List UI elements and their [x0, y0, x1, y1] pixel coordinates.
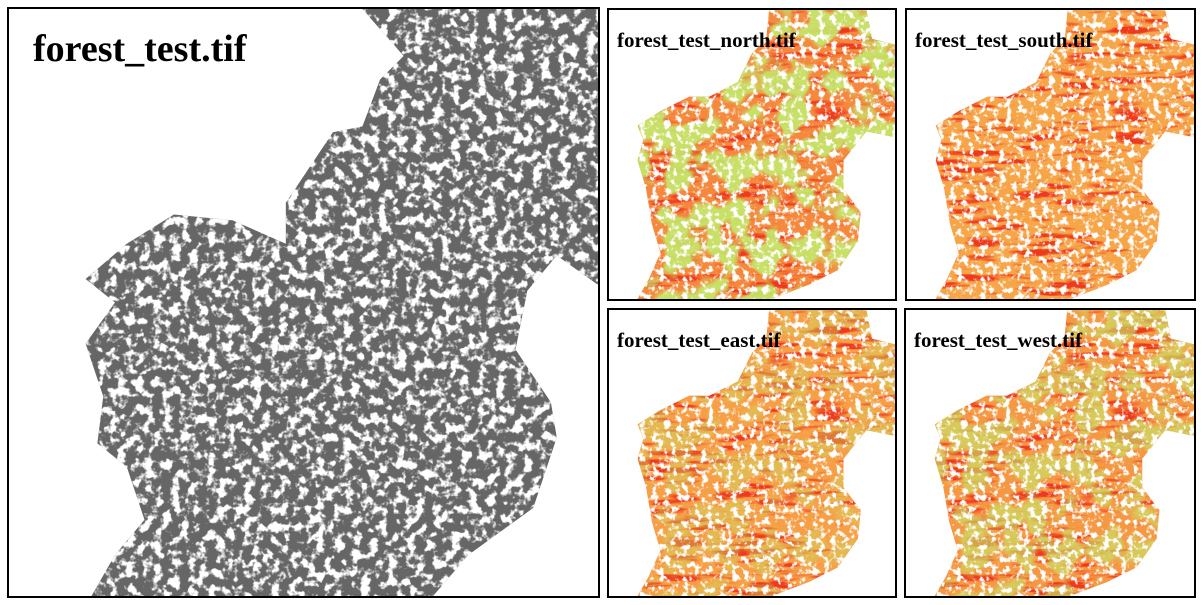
forest-test-panel: forest_test.tif — [7, 7, 600, 598]
north-map-title: forest_test_north.tif — [617, 28, 796, 52]
forest-test-north-panel: forest_test_north.tif — [607, 8, 897, 301]
west-aspect-map — [906, 310, 1194, 596]
forest-test-south-panel: forest_test_south.tif — [905, 8, 1196, 301]
forest-test-east-panel: forest_test_east.tif — [607, 308, 897, 598]
west-map-title: forest_test_west.tif — [914, 328, 1083, 352]
east-aspect-map — [609, 310, 895, 596]
east-map-title: forest_test_east.tif — [617, 328, 781, 352]
main-map-title: forest_test.tif — [33, 28, 247, 70]
south-map-title: forest_test_south.tif — [915, 28, 1093, 52]
north-aspect-map — [609, 10, 895, 299]
forest-cover-map — [9, 9, 598, 596]
forest-test-west-panel: forest_test_west.tif — [904, 308, 1196, 598]
south-aspect-map — [907, 10, 1194, 299]
